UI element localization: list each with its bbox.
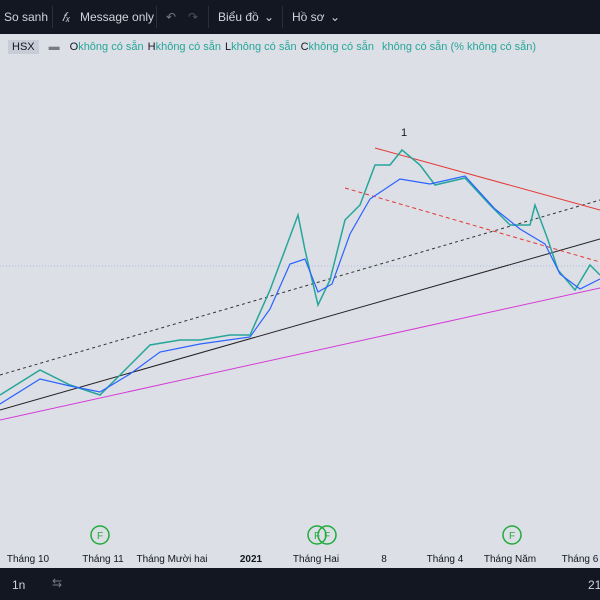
event-circle [307, 525, 327, 545]
legend-toggle[interactable]: ▬ [48, 41, 60, 53]
time-label: 2021 [240, 554, 263, 565]
time-label: Tháng 11 [82, 554, 124, 565]
separator [52, 6, 53, 28]
chart-button[interactable]: Biểu đồ [218, 10, 259, 24]
symbol[interactable]: HSX [8, 40, 39, 54]
separator [282, 6, 283, 28]
event-label: F [324, 531, 330, 542]
time-label: Tháng 10 [7, 554, 50, 565]
redo-button[interactable]: ↷ [188, 10, 199, 24]
trend-line-dashed [0, 199, 600, 376]
wave-label: 1 [401, 127, 407, 139]
trend-line [0, 238, 600, 411]
dropdown-arrow[interactable]: ⌄ [264, 10, 275, 24]
time-label: Tháng 4 [427, 554, 464, 565]
field-value: không có sẵn [231, 41, 297, 53]
field-key: H [147, 41, 156, 53]
event-label: F [509, 531, 515, 542]
time-label: Tháng Hai [293, 554, 339, 565]
range-icon[interactable]: ⇆ [52, 576, 63, 590]
field-key: L [225, 41, 232, 53]
change: không có sẵn (% không có sẵn) [381, 41, 537, 53]
event-circle [317, 525, 337, 545]
field-key: O [69, 41, 79, 53]
field-value: không có sẵn [308, 41, 374, 53]
time-axis-background [0, 548, 600, 568]
time-label: Tháng 6 [562, 554, 599, 565]
time-label: Tháng Mười hai [136, 554, 207, 565]
separator [156, 6, 157, 28]
moving-average [0, 175, 600, 405]
fx-icon[interactable]: 𝑓ₓ [62, 10, 71, 24]
event-circle [90, 525, 110, 545]
message-button[interactable]: Message only [80, 10, 155, 24]
field-key: C [300, 41, 309, 53]
toolbar: So sanh 𝑓ₓ Message only ↶ ↷ Biểu đồ ⌄ Hồ… [0, 0, 600, 34]
trend-line-red-dashed [344, 187, 600, 263]
compare-button[interactable]: So sanh [4, 10, 49, 24]
interval-button[interactable]: 1n [12, 578, 26, 592]
plot-background [0, 34, 600, 548]
time-axis: Tháng 10 Tháng 11 Tháng Mười hai 2021 Tháng … [7, 554, 599, 565]
separator [208, 6, 209, 28]
field-value: không có sẵn [155, 41, 222, 53]
dropdown-arrow[interactable]: ⌄ [330, 10, 341, 24]
time-label: Tháng Năm [484, 554, 536, 565]
price-series [0, 148, 600, 396]
event-circle [502, 525, 522, 545]
event-label: F [314, 531, 320, 542]
bottom-bar: 1n ⇆ 21 [0, 568, 600, 600]
field-value: không có sẵn [78, 41, 144, 53]
event-label: F [97, 531, 103, 542]
trend-line-magenta [0, 287, 600, 421]
undo-button[interactable]: ↶ [166, 10, 177, 24]
time-label: 8 [381, 554, 387, 565]
profile-button[interactable]: Hồ sơ [292, 10, 325, 24]
clock: 21 [588, 578, 600, 592]
